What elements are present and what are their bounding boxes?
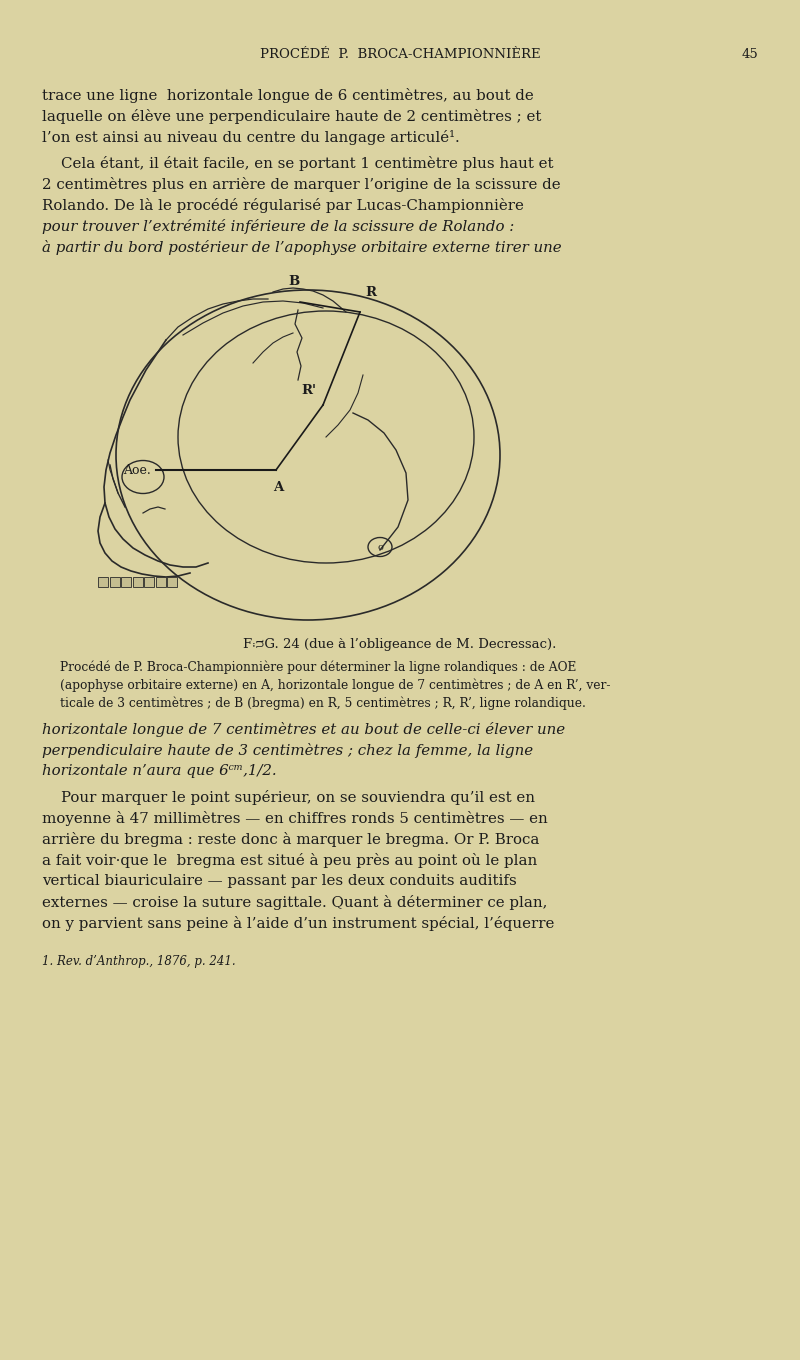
Bar [121,577,131,588]
Text: (apophyse orbitaire externe) en A, horizontale longue de 7 centimètres ; de A en: (apophyse orbitaire externe) en A, horiz… [60,679,610,691]
Text: Pour marquer le point supérieur, on se souviendra qu’il est en: Pour marquer le point supérieur, on se s… [42,790,535,805]
Text: R: R [365,286,376,299]
Text: o: o [377,544,383,552]
Text: Cela étant, il était facile, en se portant 1 centimètre plus haut et: Cela étant, il était facile, en se porta… [42,156,554,171]
Text: horizontale longue de 7 centimètres et au bout de celle-ci élever une: horizontale longue de 7 centimètres et a… [42,722,565,737]
Text: l’on est ainsi au niveau du centre du langage articulé¹.: l’on est ainsi au niveau du centre du la… [42,131,460,146]
Text: trace une ligne  horizontale longue de 6 centimètres, au bout de: trace une ligne horizontale longue de 6 … [42,88,534,103]
Text: R': R' [301,384,316,397]
Text: B: B [288,275,300,288]
Text: horizontale n’aura que 6ᶜᵐ,1/2.: horizontale n’aura que 6ᶜᵐ,1/2. [42,764,277,778]
Text: Rolando. De là le procédé régularisé par Lucas-Championnière: Rolando. De là le procédé régularisé par… [42,199,524,214]
Text: on y parvient sans peine à l’aide d’un instrument spécial, l’équerre: on y parvient sans peine à l’aide d’un i… [42,917,554,932]
Text: pour trouver l’extrémité inférieure de la scissure de Rolando :: pour trouver l’extrémité inférieure de l… [42,219,514,234]
Bar [110,577,119,588]
Text: moyenne à 47 millimètres — en chiffres ronds 5 centimètres — en: moyenne à 47 millimètres — en chiffres r… [42,811,548,826]
Text: vertical biauriculaire — passant par les deux conduits auditifs: vertical biauriculaire — passant par les… [42,874,517,888]
Text: externes — croise la suture sagittale. Quant à déterminer ce plan,: externes — croise la suture sagittale. Q… [42,895,547,910]
Text: 1. Rev. d’Anthrop., 1876, p. 241.: 1. Rev. d’Anthrop., 1876, p. 241. [42,955,236,968]
Text: ticale de 3 centimètres ; de B (bregma) en R, 5 centimètres ; R, R’, ligne rolan: ticale de 3 centimètres ; de B (bregma) … [60,696,586,710]
Bar [155,577,166,588]
Text: A: A [273,481,283,494]
Bar [133,577,142,588]
Text: a fait voir·que le  bregma est situé à peu près au point où le plan: a fait voir·que le bregma est situé à pe… [42,853,538,868]
Text: Aoe.: Aoe. [123,464,151,476]
Text: Procédé de P. Broca-Championnière pour déterminer la ligne rolandiques : de AOE: Procédé de P. Broca-Championnière pour d… [60,660,576,673]
Text: arrière du bregma : reste donc à marquer le bregma. Or P. Broca: arrière du bregma : reste donc à marquer… [42,832,539,847]
Text: 45: 45 [742,48,758,61]
Text: PROCÉDÉ  P.  BROCA-CHAMPIONNIÈRE: PROCÉDÉ P. BROCA-CHAMPIONNIÈRE [260,48,540,61]
Text: perpendiculaire haute de 3 centimètres ; chez la femme, la ligne: perpendiculaire haute de 3 centimètres ;… [42,743,533,758]
Text: à partir du bord postérieur de l’apophyse orbitaire externe tirer une: à partir du bord postérieur de l’apophys… [42,239,562,256]
Text: laquelle on élève une perpendiculaire haute de 2 centimètres ; et: laquelle on élève une perpendiculaire ha… [42,109,542,124]
Bar [98,577,108,588]
Bar [167,577,177,588]
Text: FᴞG. 24 (due à l’obligeance de M. Decressac).: FᴞG. 24 (due à l’obligeance de M. Decres… [243,638,557,651]
Text: 2 centimètres plus en arrière de marquer l’origine de la scissure de: 2 centimètres plus en arrière de marquer… [42,177,561,192]
Bar [144,577,154,588]
